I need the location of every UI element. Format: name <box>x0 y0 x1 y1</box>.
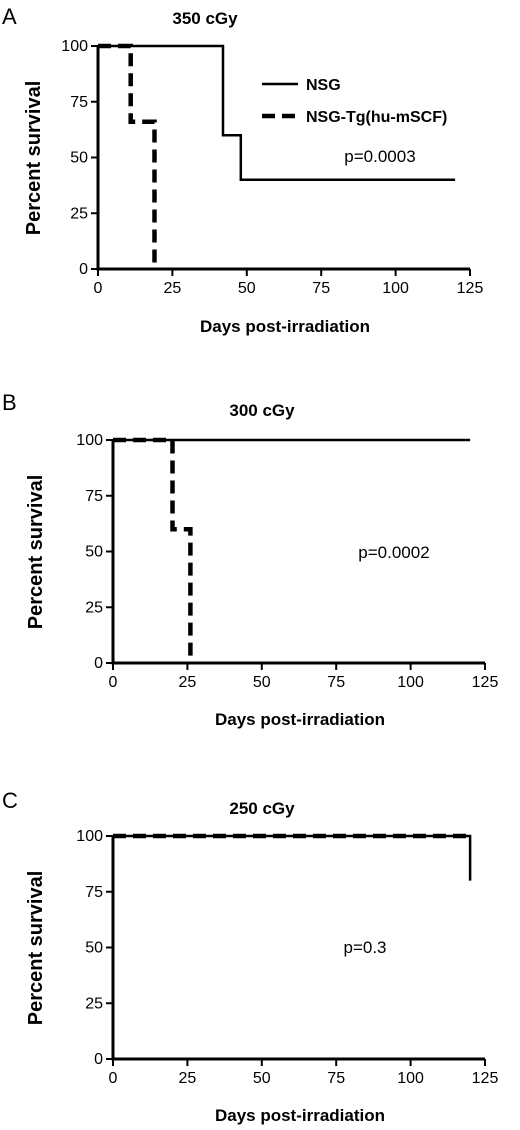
p-value-annotation: p=0.0002 <box>358 543 429 562</box>
y-tick-label: 0 <box>94 655 103 672</box>
series-line-nsg-tg-hu-mscf <box>113 437 193 663</box>
y-tick-label: 25 <box>85 599 103 616</box>
y-tick-label: 25 <box>70 205 88 222</box>
x-tick-label: 50 <box>253 1070 271 1087</box>
y-tick-label: 100 <box>61 38 88 55</box>
x-tick-label: 75 <box>327 1070 345 1087</box>
x-axis-label: Days post-irradiation <box>200 317 370 336</box>
legend: NSG NSG-Tg(hu-mSCF) <box>262 77 447 126</box>
x-tick-label: 125 <box>472 674 499 691</box>
panel-letter: A <box>2 4 17 29</box>
series-line-nsg <box>113 834 472 881</box>
chart-panel-c: C 250 cGy 0 25 50 75 100 0 25 50 75 100 125 Days post… <box>2 788 498 1125</box>
x-tick-label: 25 <box>179 1070 197 1087</box>
p-value-annotation: p=0.3 <box>343 938 386 957</box>
panel-letter: C <box>2 788 18 813</box>
y-tick-label: 0 <box>79 261 88 278</box>
x-tick-label: 100 <box>382 280 409 297</box>
y-axis-label: Percent survival <box>25 475 47 630</box>
chart-title: 350 cGy <box>172 9 238 28</box>
panel-letter: B <box>2 390 17 415</box>
series-line-nsg-tg-hu-mscf <box>98 43 157 269</box>
y-tick-label: 75 <box>85 488 103 505</box>
y-tick-label: 100 <box>76 432 103 449</box>
y-tick-label: 25 <box>85 995 103 1012</box>
chart-title: 300 cGy <box>229 401 295 420</box>
x-tick-label: 100 <box>397 674 424 691</box>
x-tick-label: 75 <box>327 674 345 691</box>
legend-label: NSG-Tg(hu-mSCF) <box>306 109 447 126</box>
y-tick-label: 50 <box>70 150 88 167</box>
y-tick-label: 50 <box>85 544 103 561</box>
x-tick-label: 0 <box>109 674 118 691</box>
chart-panel-b: B 300 cGy 0 25 50 75 100 0 25 50 75 100 125 Days post… <box>2 390 498 729</box>
y-tick-label: 75 <box>85 884 103 901</box>
y-tick-label: 50 <box>85 940 103 957</box>
x-tick-label: 25 <box>164 280 182 297</box>
y-tick-label: 75 <box>70 94 88 111</box>
y-axis-label: Percent survival <box>23 81 45 236</box>
x-tick-label: 125 <box>457 280 484 297</box>
x-tick-label: 125 <box>472 1070 499 1087</box>
legend-label: NSG <box>306 77 341 94</box>
y-tick-label: 100 <box>76 828 103 845</box>
x-tick-label: 0 <box>94 280 103 297</box>
y-tick-label: 0 <box>94 1051 103 1068</box>
x-tick-label: 75 <box>312 280 330 297</box>
x-tick-label: 50 <box>253 674 271 691</box>
x-tick-label: 25 <box>179 674 197 691</box>
x-tick-label: 100 <box>397 1070 424 1087</box>
x-axis-label: Days post-irradiation <box>215 1106 385 1125</box>
p-value-annotation: p=0.0003 <box>344 147 415 166</box>
x-axis-label: Days post-irradiation <box>215 710 385 729</box>
x-tick-label: 50 <box>238 280 256 297</box>
series-line-nsg <box>98 44 456 182</box>
y-axis-label: Percent survival <box>25 871 47 1026</box>
x-tick-label: 0 <box>109 1070 118 1087</box>
chart-title: 250 cGy <box>229 799 295 818</box>
chart-panel-a: A 350 cGy 0 25 50 75 100 0 25 50 75 100 125 Days post… <box>2 4 483 336</box>
